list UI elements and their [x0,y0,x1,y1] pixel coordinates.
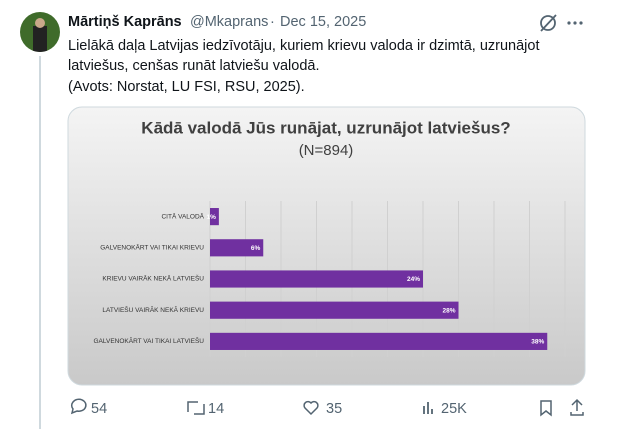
grok-icon[interactable] [540,14,557,32]
bar [210,270,423,288]
separator: · [270,14,275,30]
repost-count: 14 [208,401,224,417]
bar [210,332,548,350]
date[interactable]: Dec 15, 2025 [280,14,366,30]
value-label: 28% [442,307,455,314]
more-icon[interactable] [567,21,583,25]
bar [210,208,219,226]
category-label: GALVENOKĀRT VAI TIKAI LATVIEŠU [93,336,204,345]
chart-title: Kādā valodā Jūs runājat, uzrunājot latvi… [141,118,510,137]
handle[interactable]: @Mkaprans [190,14,268,30]
bar [210,301,459,319]
author-name[interactable]: Mārtiņš Kaprāns [68,14,182,30]
category-label: LATVIEŠU VAIRĀK NEKĀ KRIEVU [102,305,204,314]
tweet-text: (Avots: Norstat, LU FSI, RSU, 2025). [68,79,305,95]
category-label: KRIEVU VAIRĀK NEKĀ LATVIEŠU [102,274,204,283]
reply-button[interactable]: 54 [70,398,107,417]
value-label: 1% [206,214,216,221]
chart-subtitle: (N=894) [299,142,354,159]
chart: CITĀ VALODĀ 1% GALVENOKĀRT VAI TIKAI KRIEV… [93,201,566,357]
repost-button[interactable]: 14 [187,401,224,417]
bar [210,239,264,257]
category-label: GALVENOKĀRT VAI TIKAI KRIEVU [100,244,204,252]
like-count: 35 [326,401,342,417]
tweet-text: latviešus, cenšas runāt latviešu valodā. [68,58,319,74]
views-button[interactable]: 25K [423,401,467,417]
value-label: 6% [251,245,261,252]
tweet-text: Lielākā daļa Latvijas iedzīvotāju, kurie… [68,38,539,54]
category-label: CITĀ VALODĀ [161,212,204,220]
bookmark-button[interactable] [540,400,552,417]
avatar[interactable] [20,12,60,52]
value-label: 38% [531,339,544,346]
view-count: 25K [441,401,467,417]
value-label: 24% [407,276,420,283]
like-button[interactable]: 35 [303,401,342,417]
share-button[interactable] [570,398,584,416]
reply-count: 54 [91,401,107,417]
